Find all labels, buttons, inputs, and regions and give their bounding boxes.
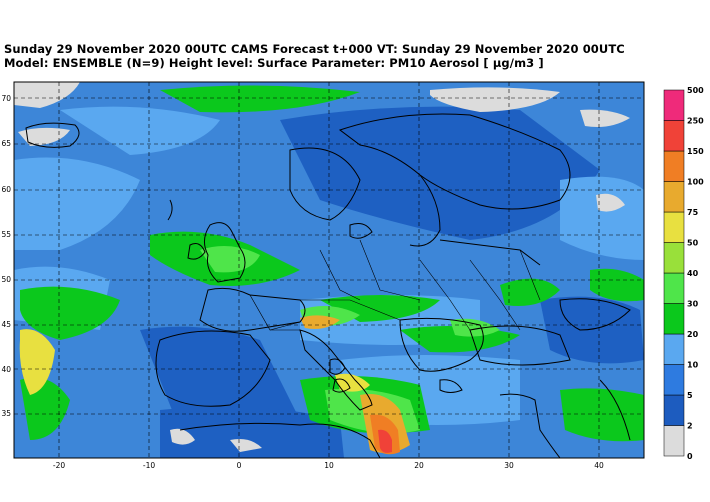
graticule xyxy=(14,82,644,458)
lat-tick: 50 xyxy=(1,275,11,284)
colorbar-label: 500 xyxy=(687,86,704,95)
lon-tick: 20 xyxy=(414,461,424,470)
colorbar-swatch xyxy=(663,181,685,213)
colorbar-label: 0 xyxy=(687,452,693,461)
colorbar-label: 20 xyxy=(687,330,699,339)
colorbar-label: 50 xyxy=(687,239,699,248)
colorbar-label: 250 xyxy=(687,117,704,126)
colorbar-label: 30 xyxy=(687,300,699,309)
colorbar-swatch xyxy=(663,242,685,274)
lat-tick: 40 xyxy=(1,365,11,374)
map-title-line1: Sunday 29 November 2020 00UTC CAMS Forec… xyxy=(4,42,625,56)
lon-tick: -20 xyxy=(53,461,65,470)
map-title-line2: Model: ENSEMBLE (N=9) Height level: Surf… xyxy=(4,56,544,70)
colorbar-swatch xyxy=(663,89,685,121)
colorbar-label: 100 xyxy=(687,178,704,187)
lon-axis-labels: -20 -10 0 10 20 30 40 xyxy=(53,461,604,470)
colorbar-label: 5 xyxy=(687,391,693,400)
colorbar-swatch xyxy=(663,425,685,457)
map-frame xyxy=(13,81,645,459)
colorbar-swatch xyxy=(663,272,685,304)
lat-tick: 70 xyxy=(1,94,11,103)
pm10-field xyxy=(14,82,644,458)
lat-tick: 65 xyxy=(1,139,11,148)
colorbar-label: 40 xyxy=(687,269,699,278)
lon-tick: 0 xyxy=(237,461,242,470)
colorbar-swatch xyxy=(663,303,685,335)
colorbar-label: 10 xyxy=(687,361,699,370)
lat-axis-labels: 35 40 45 50 55 60 65 70 xyxy=(1,94,11,418)
lat-tick: 55 xyxy=(1,230,11,239)
colorbar-label: 150 xyxy=(687,147,704,156)
colorbar-swatch xyxy=(663,150,685,182)
lat-tick: 60 xyxy=(1,185,11,194)
colorbar-swatch xyxy=(663,394,685,426)
lon-tick: 10 xyxy=(324,461,334,470)
colorbar-legend: 0 2 5 10 20 30 40 50 75 100 150 250 500 xyxy=(663,86,704,461)
colorbar-label: 75 xyxy=(687,208,699,217)
coastlines xyxy=(25,113,631,458)
colorbar-label: 2 xyxy=(687,422,693,431)
colorbar-swatch xyxy=(663,333,685,365)
colorbar-swatch xyxy=(663,120,685,152)
lon-tick: -10 xyxy=(143,461,155,470)
lon-tick: 40 xyxy=(594,461,604,470)
lat-tick: 35 xyxy=(1,409,11,418)
colorbar-swatch xyxy=(663,364,685,396)
colorbar-swatch xyxy=(663,211,685,243)
lon-tick: 30 xyxy=(504,461,514,470)
lat-tick: 45 xyxy=(1,320,11,329)
borders xyxy=(249,239,541,331)
